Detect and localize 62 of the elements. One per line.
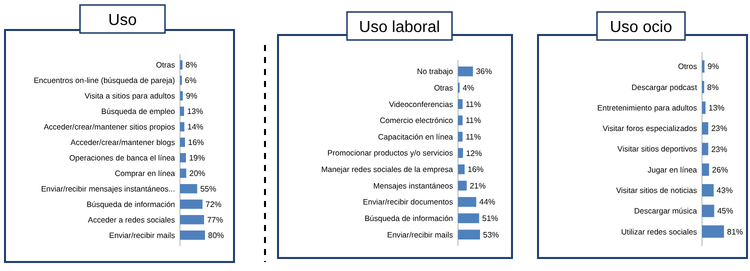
- data-label: 43%: [716, 186, 733, 196]
- bar: [702, 102, 706, 114]
- bar: [458, 213, 480, 224]
- bar: [180, 168, 186, 178]
- data-label: 44%: [479, 198, 496, 207]
- data-label: 6%: [184, 76, 196, 86]
- data-label: 14%: [187, 122, 204, 132]
- bar: [702, 122, 708, 135]
- bar: [458, 66, 473, 76]
- bar: [458, 132, 463, 142]
- bar: [458, 164, 465, 174]
- bar: [458, 230, 480, 240]
- data-label: 11%: [466, 100, 481, 109]
- bar: [702, 163, 710, 176]
- bar: [180, 200, 202, 209]
- bar: [180, 230, 205, 240]
- data-label: 53%: [483, 230, 500, 240]
- data-label: 16%: [188, 138, 204, 148]
- data-label: 12%: [466, 148, 482, 158]
- data-label: 13%: [187, 107, 204, 116]
- bar: [180, 215, 204, 224]
- data-label: 8%: [707, 82, 719, 92]
- data-label: 26%: [712, 165, 728, 174]
- data-label: 4%: [462, 84, 474, 93]
- data-label: 16%: [468, 165, 484, 174]
- data-label: 21%: [470, 181, 486, 190]
- data-label: 8%: [186, 60, 198, 70]
- bar: [180, 138, 185, 147]
- data-label: 80%: [208, 230, 224, 240]
- bar: [702, 184, 714, 196]
- data-label: 23%: [711, 124, 728, 134]
- data-label: 45%: [717, 206, 734, 216]
- bar: [180, 106, 184, 116]
- data-label: 11%: [466, 116, 481, 126]
- chart-title: Uso ocio: [610, 19, 672, 36]
- data-label: 13%: [708, 104, 725, 113]
- data-label: 51%: [482, 214, 498, 224]
- chart-title: Uso: [108, 12, 137, 29]
- bar: [458, 180, 467, 191]
- bar: [180, 122, 184, 132]
- bar: [180, 91, 183, 100]
- data-label: 77%: [207, 215, 224, 224]
- bar: [702, 225, 724, 238]
- data-label: 19%: [188, 154, 205, 163]
- data-label: 23%: [711, 144, 728, 154]
- data-label: 9%: [186, 92, 198, 101]
- data-label: 72%: [206, 200, 222, 209]
- data-label: 9%: [707, 62, 720, 72]
- data-label: 11%: [466, 132, 481, 142]
- bar: [458, 115, 463, 126]
- bar: [458, 197, 476, 207]
- bar: [702, 204, 714, 218]
- data-label: 81%: [727, 227, 744, 236]
- chart-title: Uso laboral: [359, 19, 440, 36]
- data-label: 55%: [200, 184, 216, 194]
- data-label: 20%: [189, 169, 206, 178]
- bar: [458, 99, 463, 109]
- bar: [702, 142, 708, 156]
- bar: [180, 153, 186, 162]
- bar: [458, 148, 463, 158]
- bar: [180, 184, 198, 194]
- data-label: 36%: [476, 67, 492, 76]
